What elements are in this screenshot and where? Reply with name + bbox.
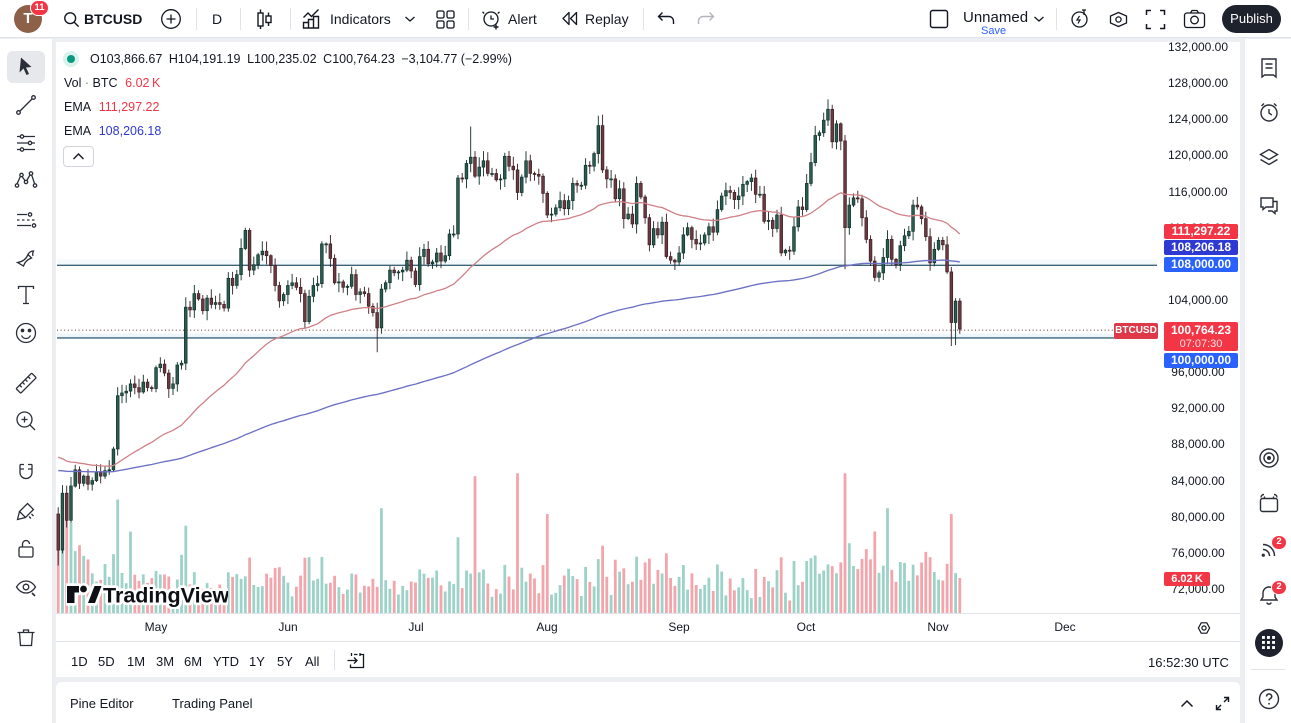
svg-text:TradingView: TradingView: [103, 584, 228, 608]
svg-text:TradingView: TradingView: [103, 584, 228, 608]
